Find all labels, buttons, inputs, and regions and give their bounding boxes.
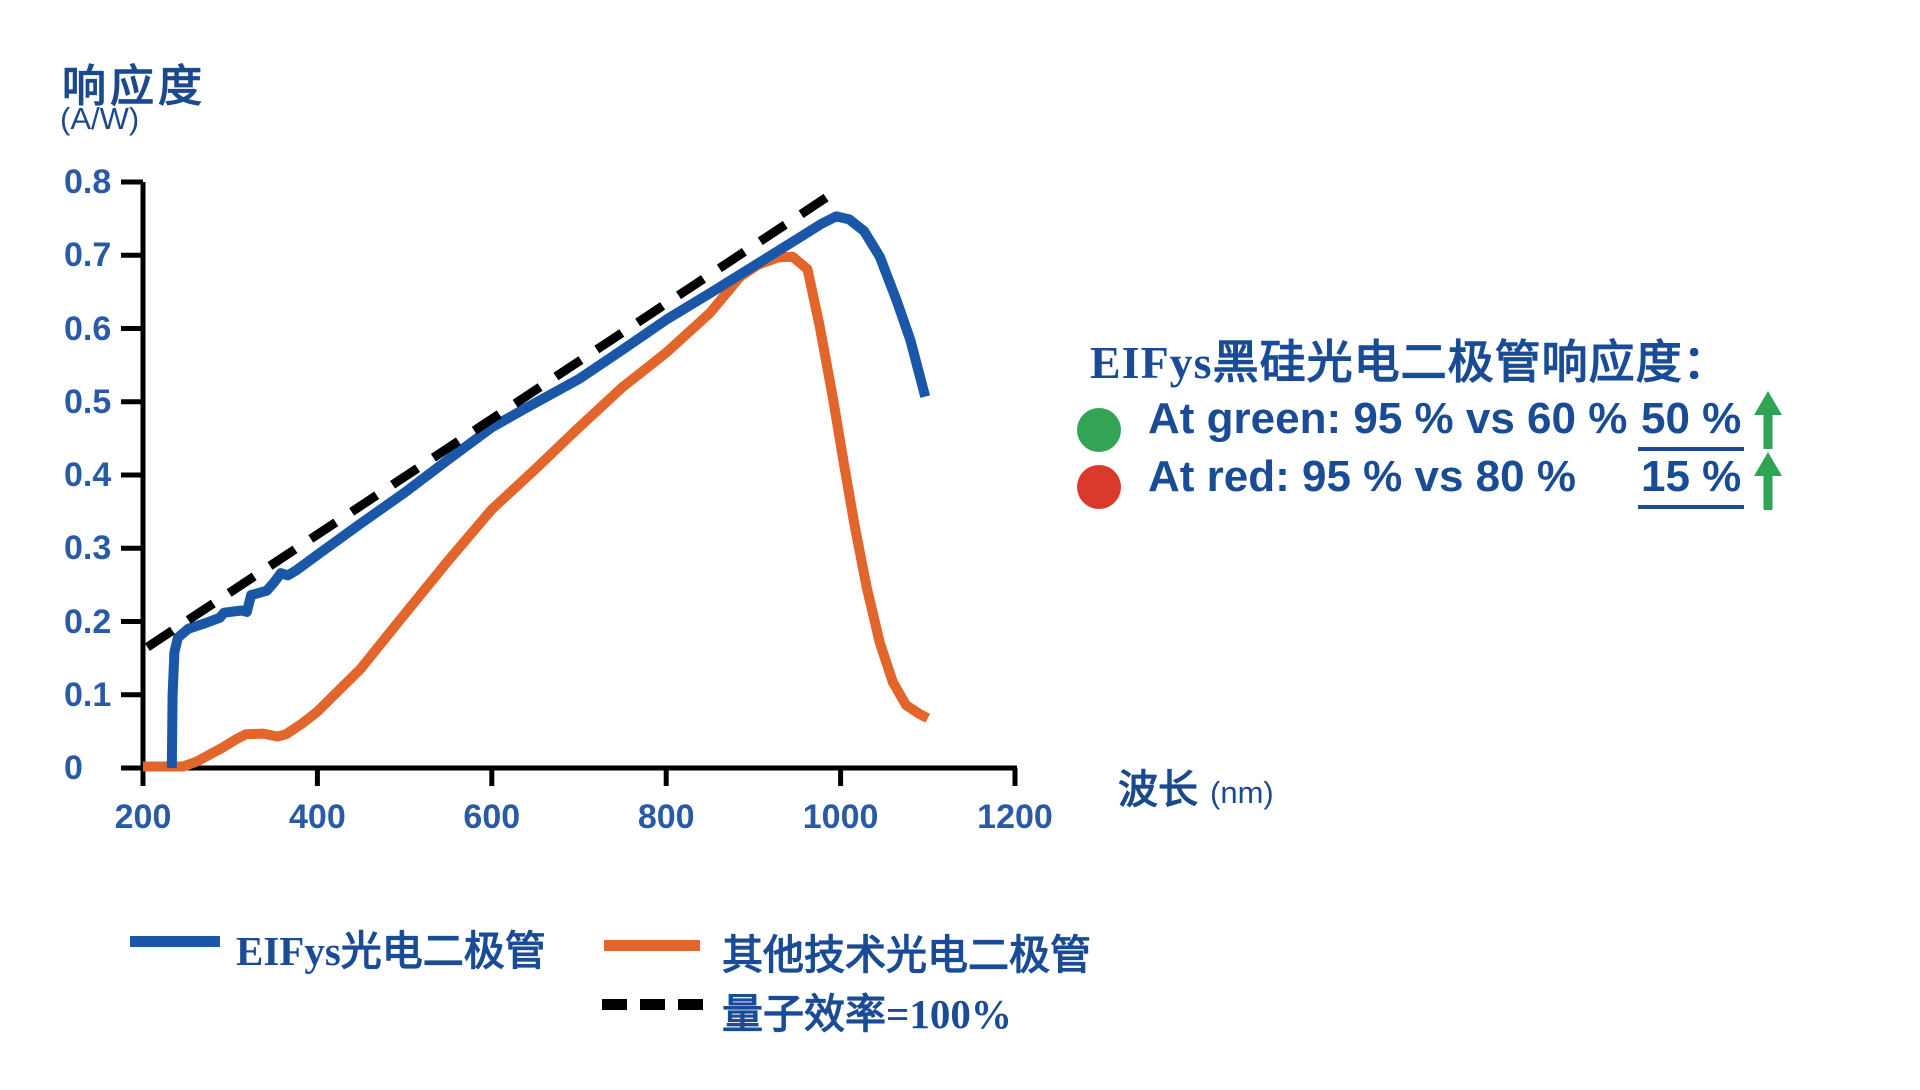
legend-label-qe: 量子效率=100% bbox=[722, 991, 1012, 1037]
annotation-delta-green: 50 % bbox=[1638, 394, 1745, 451]
y-tick-label: 0.5 bbox=[64, 382, 112, 421]
red-dot-icon bbox=[1077, 465, 1121, 509]
y-tick-label: 0.8 bbox=[64, 163, 112, 201]
y-tick-label: 0.3 bbox=[64, 529, 112, 568]
legend-swatch-eifys bbox=[130, 936, 220, 947]
legend-label-eifys: EIFys光电二极管 bbox=[236, 928, 546, 974]
annotation-row-red bbox=[1077, 459, 1121, 515]
green-dot-icon bbox=[1077, 408, 1121, 452]
x-tick-label: 400 bbox=[289, 798, 346, 836]
up-arrow-icon bbox=[1753, 391, 1783, 449]
y-axis-unit: (A/W) bbox=[60, 101, 140, 136]
y-tick-label: 0.1 bbox=[64, 675, 112, 714]
legend-swatch-qe-dashed bbox=[602, 999, 703, 1010]
y-tick-label: 0.7 bbox=[64, 236, 112, 275]
x-tick-label: 1200 bbox=[977, 798, 1053, 836]
legend-label-other: 其他技术光电二极管 bbox=[722, 932, 1091, 978]
y-tick-label: 0.2 bbox=[64, 602, 112, 641]
x-axis-title: 波长 bbox=[1118, 767, 1198, 812]
series-line-0 bbox=[166, 211, 931, 769]
x-tick-label: 1000 bbox=[802, 798, 879, 836]
x-tick-label: 200 bbox=[114, 798, 172, 836]
annotation-text-red: At red: 95 % vs 80 % bbox=[1148, 452, 1576, 501]
up-arrow-icon bbox=[1753, 452, 1783, 510]
annotation-delta-red: 15 % bbox=[1638, 452, 1745, 509]
annotation-row-green bbox=[1077, 402, 1121, 458]
y-tick-label: 0.6 bbox=[64, 309, 112, 348]
x-axis-caption: 波长 (nm) bbox=[1118, 757, 1274, 815]
series-line-2 bbox=[144, 187, 838, 651]
annotation-title: EIFys黑硅光电二极管响应度： bbox=[1090, 337, 1730, 388]
x-tick-label: 800 bbox=[637, 798, 695, 836]
y-tick-label: 0.4 bbox=[64, 456, 112, 494]
series-line-1 bbox=[143, 251, 931, 772]
y-tick-label: 0 bbox=[64, 749, 83, 787]
legend-swatch-other bbox=[604, 940, 700, 951]
x-tick-label: 600 bbox=[463, 798, 521, 836]
y-axis-title: 响应度 bbox=[62, 62, 206, 111]
annotation-text-green: At green: 95 % vs 60 % bbox=[1148, 394, 1628, 443]
x-axis-unit: (nm) bbox=[1210, 775, 1274, 810]
